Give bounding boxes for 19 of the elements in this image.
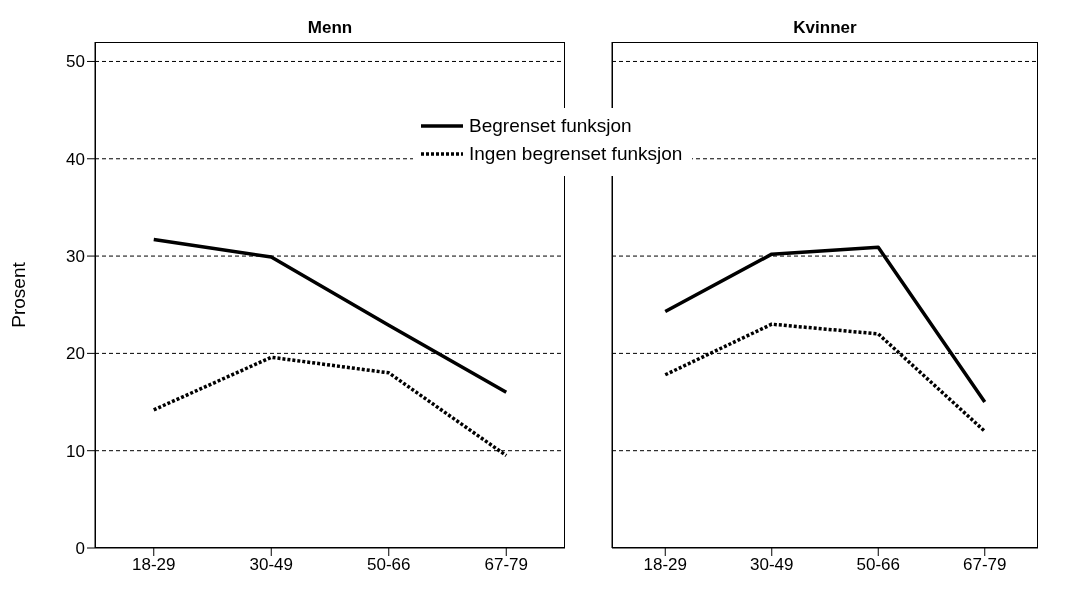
y-axis-title: Prosent: [7, 261, 29, 328]
chart-title: Kvinner: [792, 18, 858, 38]
x-tick-label: 67-79: [963, 555, 1007, 575]
y-tick-label: 0: [75, 539, 85, 559]
x-tick-label: 50-66: [856, 555, 900, 575]
x-tick-label: 18-29: [132, 555, 176, 575]
y-tick-label: 10: [66, 441, 85, 461]
legend-label: Begrenset funksjon: [469, 115, 632, 137]
chart-title: Menn: [306, 18, 354, 38]
x-tick-label: 30-49: [249, 555, 293, 575]
x-tick-label: 18-29: [643, 555, 687, 575]
legend-label: Ingen begrenset funksjon: [469, 143, 683, 165]
y-tick-label: 40: [66, 149, 85, 169]
y-tick-label: 50: [66, 52, 85, 72]
x-tick-label: 50-66: [367, 555, 411, 575]
y-tick-label: 30: [66, 247, 85, 267]
x-tick-label: 67-79: [484, 555, 528, 575]
x-tick-label: 30-49: [750, 555, 794, 575]
y-tick-label: 20: [66, 344, 85, 364]
